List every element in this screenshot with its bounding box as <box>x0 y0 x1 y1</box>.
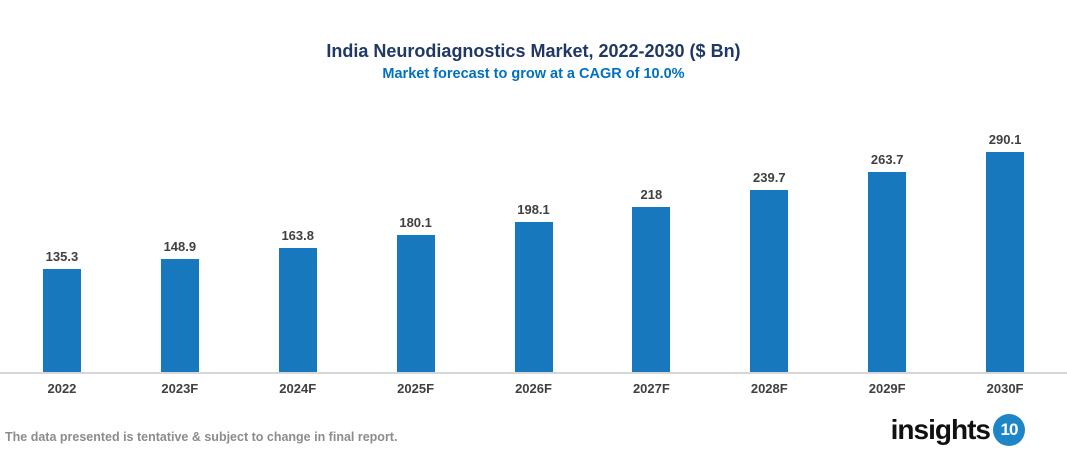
bar-group: 239.7 <box>710 170 828 372</box>
logo-text: insights <box>890 414 991 445</box>
bar <box>750 190 789 372</box>
footer-disclaimer: The data presented is tentative & subjec… <box>5 430 398 444</box>
bar-chart: 135.3 148.9 163.8 180.1 198.1 218 239.7 263.7 29… <box>0 110 1067 396</box>
chart-title: India Neurodiagnostics Market, 2022-2030… <box>326 41 741 61</box>
bar-value-label: 263.7 <box>870 152 904 167</box>
bar <box>160 259 199 372</box>
x-axis-tick-label: 2022 <box>47 381 77 396</box>
bar-group: 263.7 <box>828 152 946 372</box>
x-axis-tick-label: 2026F <box>515 381 552 396</box>
bar-group: 218 <box>592 187 710 372</box>
bar-group: 163.8 <box>239 228 357 372</box>
bar-value-label: 198.1 <box>517 202 550 217</box>
bars-row: 135.3 148.9 163.8 180.1 198.1 218 239.7 263.7 29… <box>0 110 1067 372</box>
x-axis-labels: 2022 2023F 2024F 2025F 2026F 2027F 2028F 2029F 2… <box>0 381 1067 396</box>
bar-value-label: 290.1 <box>988 132 1022 147</box>
x-axis-tick-label: 2030F <box>986 381 1024 396</box>
x-axis-tick-label: 2023F <box>161 381 199 396</box>
bar <box>986 152 1025 372</box>
x-axis-line <box>0 372 1067 374</box>
bar <box>396 235 435 372</box>
x-axis-tick-label: 2028F <box>750 381 788 396</box>
x-axis-tick-label: 2027F <box>632 381 670 396</box>
bar-value-label: 180.1 <box>399 215 432 230</box>
bar-value-label: 148.9 <box>163 239 197 254</box>
bar <box>868 172 907 372</box>
bar <box>42 269 81 372</box>
bar <box>632 207 671 372</box>
bar-group: 198.1 <box>475 202 593 372</box>
x-axis-tick-label: 2024F <box>279 381 317 396</box>
bar-group: 148.9 <box>121 239 239 372</box>
bar-group: 135.3 <box>3 249 121 372</box>
x-axis-tick-label: 2029F <box>868 381 906 396</box>
bar-value-label: 239.7 <box>753 170 786 185</box>
bar <box>278 248 317 372</box>
bar-group: 180.1 <box>357 215 475 372</box>
chart-subtitle: Market forecast to grow at a CAGR of 10.… <box>382 66 685 82</box>
logo-circle-10: 10 <box>993 414 1025 446</box>
x-axis-tick-label: 2025F <box>397 381 435 396</box>
insights10-logo: insights 10 <box>891 414 1025 446</box>
bar-value-label: 135.3 <box>45 249 79 264</box>
bar-value-label: 218 <box>640 187 663 202</box>
bar-group: 290.1 <box>946 132 1064 372</box>
bar-value-label: 163.8 <box>281 228 314 243</box>
bar <box>514 222 553 372</box>
